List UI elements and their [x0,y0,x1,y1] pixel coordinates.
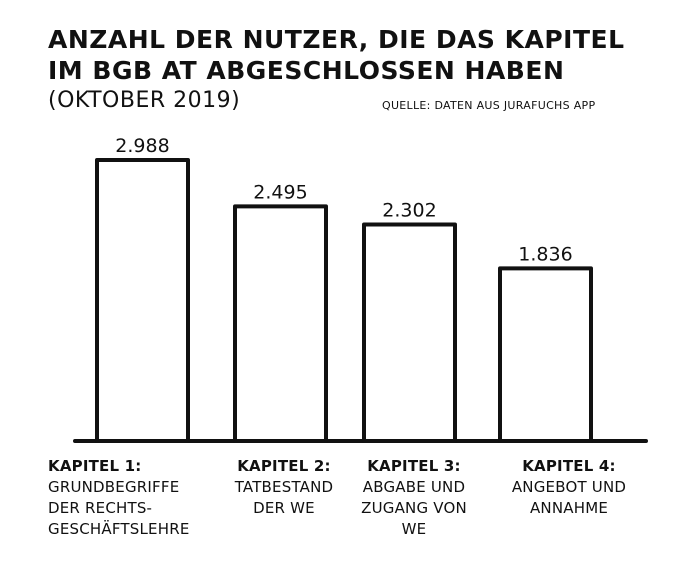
category-heading: KAPITEL 2: [237,457,331,475]
bar-2 [233,204,328,443]
data-label-3: 2.302 [382,200,436,222]
data-label-2: 2.495 [253,181,307,203]
category-text: ZUGANG VON [361,499,467,517]
category-text: DER RECHTS- [48,499,153,517]
chart-subtitle: (OKTOBER 2019) [48,88,241,113]
bar-1 [95,158,190,443]
bar-4 [498,266,593,443]
bar-3 [362,222,457,443]
category-text: ANNAHME [529,499,609,517]
data-label-1: 2.988 [115,135,169,157]
category-label-2: KAPITEL 2: TATBESTAND DER WE [218,456,350,519]
category-text: ABGABE UND [362,478,466,496]
category-text: GESCHÄFTSLEHRE [48,520,190,538]
category-heading: KAPITEL 4: [522,457,616,475]
source-note: QUELLE: DATEN AUS JURAFUCHS APP [382,99,596,112]
category-text: GRUNDBEGRIFFE [48,478,180,496]
chart-title: ANZAHL DER NUTZER, DIE DAS KAPITEL IM BG… [48,25,625,85]
category-text: ANGEBOT UND [511,478,627,496]
data-label-4: 1.836 [518,243,572,265]
category-label-1: KAPITEL 1: GRUNDBEGRIFFE DER RECHTS- GESCHÄ… [48,456,190,540]
category-text: TATBESTAND [234,478,334,496]
category-heading: KAPITEL 1: [48,457,142,475]
category-heading: KAPITEL 3: [367,457,461,475]
category-label-3: KAPITEL 3: ABGABE UND ZUGANG VON WE [348,456,480,540]
category-text: WE [401,520,427,538]
category-text: DER WE [253,499,315,517]
category-label-4: KAPITEL 4: ANGEBOT UND ANNAHME [494,456,644,519]
